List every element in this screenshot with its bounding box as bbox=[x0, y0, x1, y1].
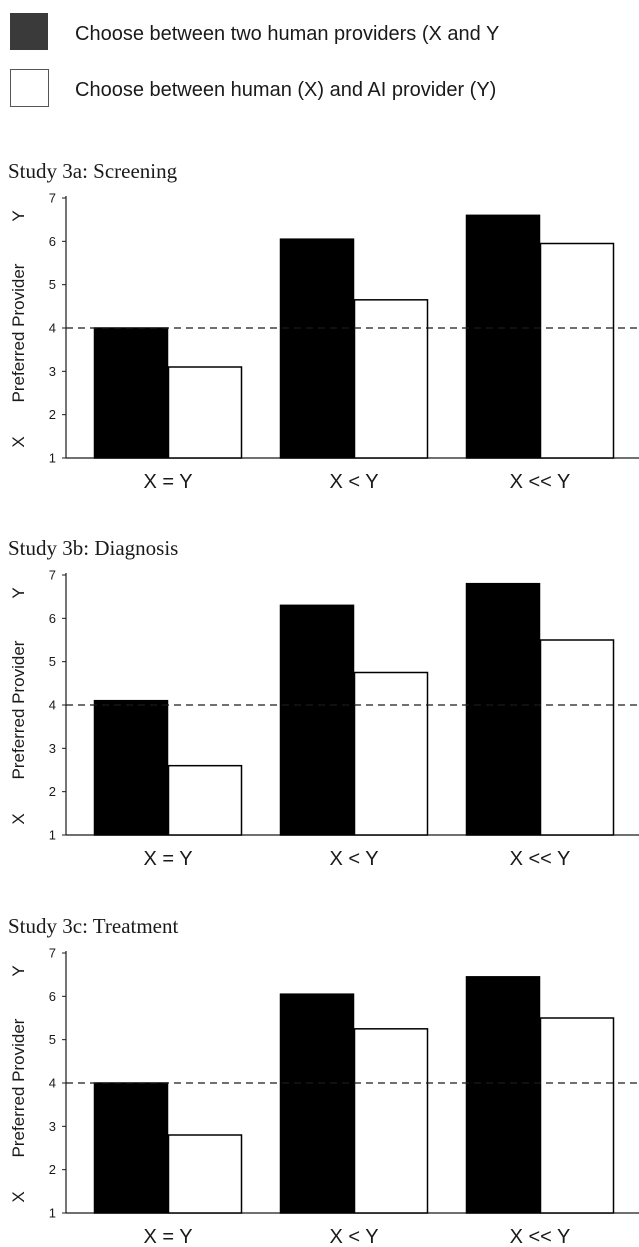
bar-human-human-2 bbox=[279, 604, 355, 836]
y-tick-label: 5 bbox=[49, 654, 56, 669]
y-tick-label: 6 bbox=[49, 611, 56, 626]
y-axis-label: Preferred Provider bbox=[9, 1018, 28, 1157]
y-tick-label: 4 bbox=[49, 1076, 56, 1091]
bar-human-ai-3 bbox=[539, 639, 615, 836]
chart-panel-1: Study 3a: Screening Preferred Provider Y X 1… bbox=[8, 159, 639, 493]
bar-human-human-1 bbox=[93, 699, 169, 836]
legend: Choose between two human providers (X an… bbox=[10, 13, 499, 107]
y-tick-label: 5 bbox=[49, 1032, 56, 1047]
y-axis-label: Preferred Provider bbox=[9, 640, 28, 779]
y-axis-high-label: Y bbox=[9, 965, 28, 976]
y-axis-label: Preferred Provider bbox=[9, 263, 28, 402]
panel-title: Study 3c: Treatment bbox=[8, 914, 179, 938]
chart-panel-2: Study 3b: Diagnosis Preferred Provider Y X 1… bbox=[8, 536, 639, 870]
x-category-label: X < Y bbox=[329, 471, 378, 493]
y-tick-label: 7 bbox=[49, 191, 56, 206]
y-tick-label: 6 bbox=[49, 234, 56, 249]
y-tick-label: 4 bbox=[49, 321, 56, 336]
y-axis-high-label: Y bbox=[9, 587, 28, 598]
x-category-label: X << Y bbox=[510, 848, 571, 870]
legend-swatch-human-ai bbox=[10, 69, 49, 107]
bar-human-ai-1 bbox=[167, 1134, 243, 1214]
bar-human-human-3 bbox=[465, 214, 541, 459]
y-tick-label: 3 bbox=[49, 1119, 56, 1134]
bar-human-human-1 bbox=[93, 1082, 169, 1214]
y-tick-label: 1 bbox=[49, 451, 56, 466]
legend-label-human-ai: Choose between human (X) and AI provider… bbox=[75, 79, 496, 101]
y-tick-label: 5 bbox=[49, 277, 56, 292]
y-tick-label: 7 bbox=[49, 568, 56, 583]
x-category-label: X < Y bbox=[329, 848, 378, 870]
bar-human-ai-3 bbox=[539, 1017, 615, 1214]
x-category-label: X = Y bbox=[143, 1226, 192, 1247]
bar-human-ai-2 bbox=[353, 671, 429, 836]
y-tick-label: 1 bbox=[49, 828, 56, 843]
y-tick-label: 3 bbox=[49, 364, 56, 379]
bar-human-ai-1 bbox=[167, 366, 243, 459]
y-axis-high-label: Y bbox=[9, 210, 28, 221]
y-axis-low-label: X bbox=[9, 1191, 28, 1202]
y-tick-label: 6 bbox=[49, 989, 56, 1004]
y-tick-label: 3 bbox=[49, 741, 56, 756]
y-tick-label: 4 bbox=[49, 698, 56, 713]
y-tick-label: 2 bbox=[49, 1162, 56, 1177]
x-category-label: X = Y bbox=[143, 471, 192, 493]
x-category-label: X << Y bbox=[510, 1226, 571, 1247]
x-category-label: X = Y bbox=[143, 848, 192, 870]
bar-human-ai-2 bbox=[353, 1028, 429, 1214]
y-axis-low-label: X bbox=[9, 813, 28, 824]
bar-human-human-2 bbox=[279, 993, 355, 1214]
chart-panels: Study 3a: Screening Preferred Provider Y X 1… bbox=[8, 159, 639, 1247]
x-category-label: X << Y bbox=[510, 471, 571, 493]
y-tick-label: 2 bbox=[49, 784, 56, 799]
bar-human-ai-1 bbox=[167, 764, 243, 836]
bar-human-human-1 bbox=[93, 327, 169, 459]
y-tick-label: 7 bbox=[49, 946, 56, 961]
bar-human-human-3 bbox=[465, 582, 541, 836]
bar-human-human-3 bbox=[465, 976, 541, 1214]
bar-human-ai-2 bbox=[353, 299, 429, 459]
y-tick-label: 1 bbox=[49, 1206, 56, 1221]
legend-label-human-human: Choose between two human providers (X an… bbox=[75, 23, 499, 45]
bar-human-ai-3 bbox=[539, 242, 615, 459]
x-category-label: X < Y bbox=[329, 1226, 378, 1247]
panel-title: Study 3b: Diagnosis bbox=[8, 536, 178, 560]
panel-title: Study 3a: Screening bbox=[8, 159, 178, 183]
bar-human-human-2 bbox=[279, 238, 355, 459]
chart-panel-3: Study 3c: Treatment Preferred Provider Y X 1… bbox=[8, 914, 639, 1247]
y-axis-low-label: X bbox=[9, 436, 28, 447]
y-tick-label: 2 bbox=[49, 407, 56, 422]
legend-swatch-human-human bbox=[10, 13, 48, 50]
